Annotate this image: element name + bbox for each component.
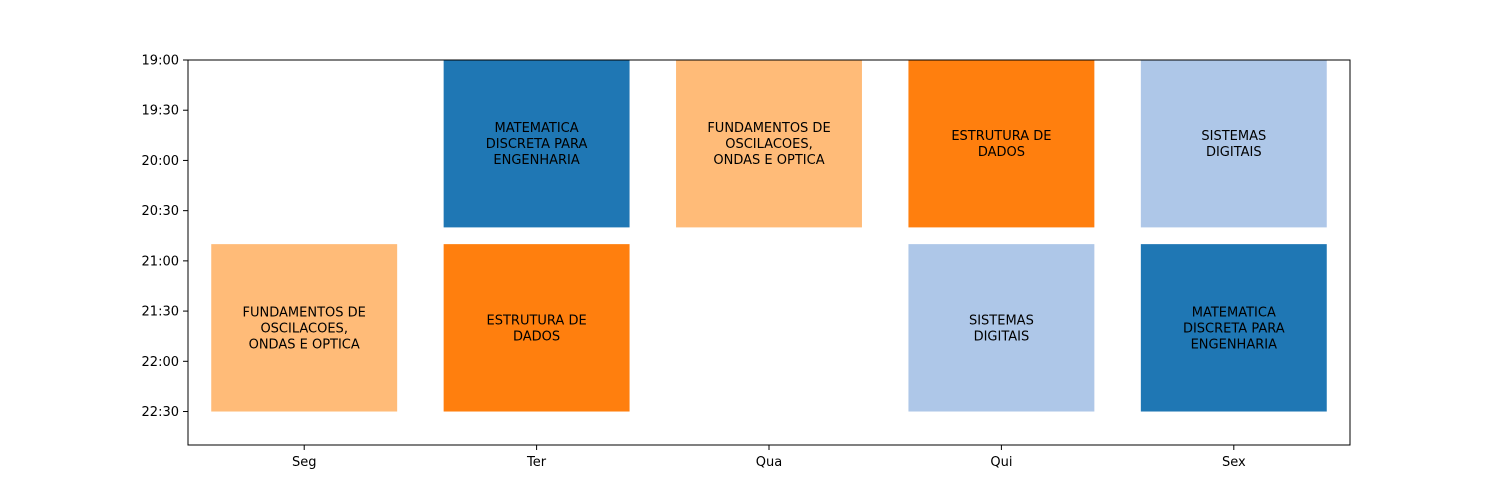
axes: 19:00 19:30 20:00 20:30 21:00 21:30 22:00 22:30…	[142, 54, 1246, 471]
block-label: MATEMATICA DISCRETA PARA ENGENHARIA	[1183, 305, 1285, 352]
y-tick-label: 21:00	[142, 254, 179, 269]
block-label-line: MATEMATICA	[1192, 305, 1276, 320]
schedule-block	[211, 244, 398, 412]
block-label-line: ONDAS E OPTICA	[249, 337, 360, 352]
y-tick-label: 21:30	[142, 305, 179, 320]
x-tick-label: Seg	[292, 455, 317, 470]
block-label-line: SISTEMAS	[1201, 129, 1266, 144]
schedule-block	[443, 244, 630, 412]
y-tick-label: 20:00	[142, 154, 179, 169]
block-label-line: DISCRETA PARA	[486, 137, 588, 152]
y-tick-label: 19:30	[142, 104, 179, 119]
y-tick-label: 22:30	[142, 405, 179, 420]
schedule-block	[443, 60, 630, 228]
block-label: ESTRUTURA DE DADOS	[487, 313, 587, 344]
block-label-line: ONDAS E OPTICA	[713, 153, 824, 168]
block-label: SISTEMAS DIGITAIS	[969, 313, 1034, 344]
y-tick-label: 20:30	[142, 204, 179, 219]
block-label-line: OSCILACOES,	[725, 137, 813, 152]
schedule-block	[1140, 60, 1327, 228]
y-tick-label: 22:00	[142, 355, 179, 370]
schedule-block	[908, 60, 1095, 228]
block-label-line: SISTEMAS	[969, 313, 1034, 328]
block-label-line: ENGENHARIA	[1191, 337, 1277, 352]
block-label-line: DIGITAIS	[974, 329, 1030, 344]
block-label-line: ESTRUTURA DE	[487, 313, 587, 328]
x-tick-label: Ter	[526, 455, 547, 470]
x-tick-label: Qua	[756, 455, 782, 470]
block-label-line: ENGENHARIA	[493, 153, 579, 168]
block-label: SISTEMAS DIGITAIS	[1201, 129, 1266, 160]
schedule-block	[676, 60, 862, 228]
block-label-line: MATEMATICA	[495, 121, 579, 136]
x-tick-label: Qui	[990, 455, 1012, 470]
block-label-line: ESTRUTURA DE	[951, 129, 1051, 144]
block-label-line: OSCILACOES,	[260, 321, 348, 336]
block-label-line: DADOS	[513, 329, 560, 344]
x-tick-label: Sex	[1222, 455, 1246, 470]
block-label: FUNDAMENTOS DE OSCILACOES, ONDAS E OPTICA	[707, 121, 830, 168]
y-tick-label: 19:00	[142, 54, 179, 69]
block-label-line: DISCRETA PARA	[1183, 321, 1285, 336]
block-label: MATEMATICA DISCRETA PARA ENGENHARIA	[486, 121, 588, 168]
block-label-line: FUNDAMENTOS DE	[707, 121, 830, 136]
block-label-line: FUNDAMENTOS DE	[243, 305, 366, 320]
block-label: FUNDAMENTOS DE OSCILACOES, ONDAS E OPTICA	[243, 305, 366, 352]
schedule-blocks: FUNDAMENTOS DE OSCILACOES, ONDAS E OPTICAM…	[211, 60, 1327, 412]
block-label-line: DADOS	[978, 145, 1025, 160]
block-label-line: DIGITAIS	[1206, 145, 1262, 160]
schedule-block	[1140, 244, 1327, 412]
block-label: ESTRUTURA DE DADOS	[951, 129, 1051, 160]
schedule-block	[908, 244, 1095, 412]
